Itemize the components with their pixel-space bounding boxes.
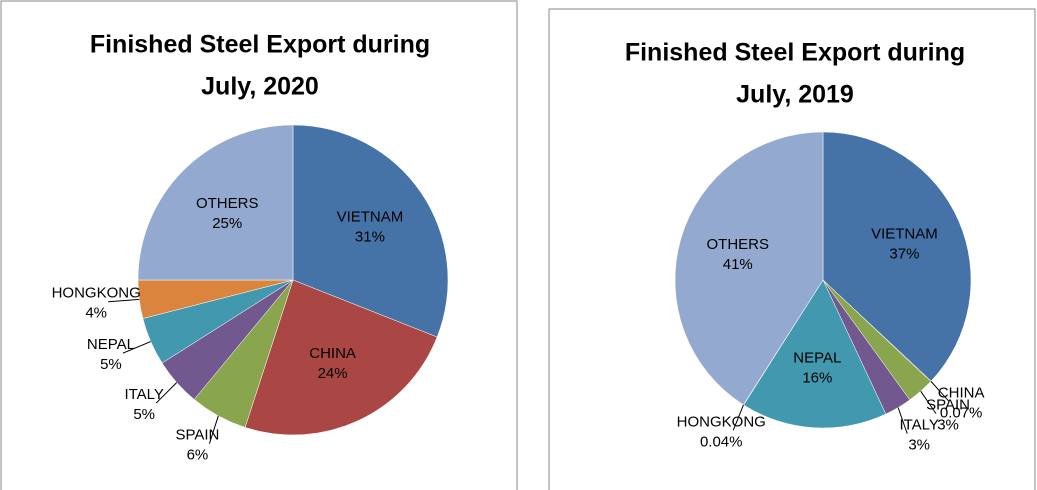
slice-label: VIETNAM <box>337 209 404 226</box>
slice-value-label: 16% <box>802 370 832 387</box>
slice-value-label: 31% <box>355 229 385 246</box>
leader-line <box>122 341 151 354</box>
chart-title: Finished Steel Export during <box>625 39 965 67</box>
slice-label: VIETNAM <box>871 226 938 243</box>
pie-slice <box>674 131 824 406</box>
slice-value-label: 3% <box>937 417 959 434</box>
slice-value-label: 3% <box>908 437 930 454</box>
chart-title: July, 2019 <box>736 81 854 109</box>
leader-line <box>920 390 937 414</box>
slice-value-label: 5% <box>100 356 122 373</box>
leader-line <box>208 415 219 444</box>
slice-value-label: 0.07% <box>940 405 983 422</box>
slice-value-label: 6% <box>187 447 209 464</box>
panel <box>0 0 518 490</box>
pie-slice <box>137 124 294 281</box>
slice-label: ITALY <box>899 417 938 434</box>
slice-label: CHINA <box>938 385 985 402</box>
leader-line <box>108 298 140 303</box>
leader-line <box>155 382 178 404</box>
chart-title: Finished Steel Export during <box>90 31 430 59</box>
pie-slice <box>822 131 972 382</box>
slice-label: ITALY <box>124 386 163 403</box>
slice-value-label: 0.04% <box>700 433 743 450</box>
slice-value-label: 4% <box>85 305 107 322</box>
slice-label: CHINA <box>309 345 356 362</box>
leader-line <box>897 407 908 434</box>
slice-label: SPAIN <box>926 397 970 414</box>
slice-label: OTHERS <box>196 195 259 212</box>
slice-label: NEPAL <box>793 350 841 367</box>
slice-value-label: 24% <box>318 365 348 382</box>
leader-line <box>732 404 744 431</box>
pie-slice <box>244 279 438 436</box>
leader-line <box>930 380 950 402</box>
slice-value-label: 25% <box>212 215 242 232</box>
slice-value-label: 5% <box>133 406 155 423</box>
slice-label: HONGKONG <box>677 413 766 430</box>
pie-slice <box>292 124 449 338</box>
slice-value-label: 37% <box>889 246 919 263</box>
slice-label: HONGKONG <box>52 285 141 302</box>
slice-label: OTHERS <box>707 236 770 253</box>
pie-slice <box>743 279 887 429</box>
slice-label: SPAIN <box>175 427 219 444</box>
slice-label: NEPAL <box>87 336 135 353</box>
panel <box>548 8 1036 490</box>
slice-value-label: 41% <box>723 256 753 273</box>
chart-title: July, 2020 <box>201 73 319 101</box>
